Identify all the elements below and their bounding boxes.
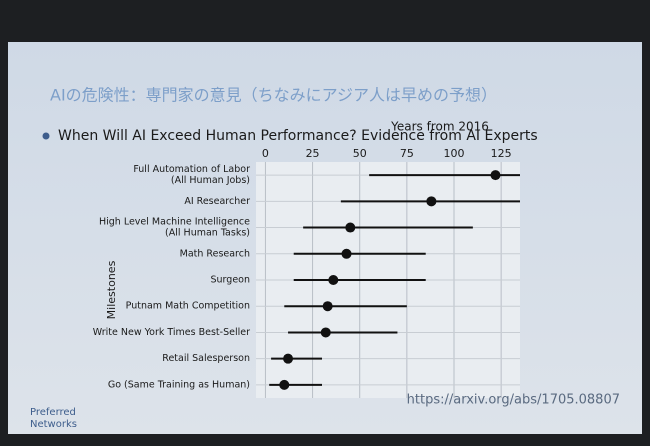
x-tick-label: 125: [491, 147, 512, 160]
logo-line: Preferred: [30, 407, 76, 418]
bullet-dot: [42, 132, 50, 140]
y-tick-label: AI Researcher: [184, 196, 250, 207]
point: [345, 222, 356, 233]
source-link[interactable]: https://arxiv.org/abs/1705.08807: [407, 393, 620, 408]
y-tick-label: (All Human Tasks): [165, 228, 250, 239]
y-axis-title: Milestones: [105, 260, 118, 319]
point: [320, 327, 331, 338]
point: [328, 275, 339, 285]
point: [490, 170, 501, 181]
y-tick-label: Go (Same Training as Human): [108, 379, 250, 390]
point: [322, 301, 333, 312]
logo-line: Networks: [30, 419, 77, 430]
y-tick-label: (All Human Jobs): [171, 175, 250, 186]
y-tick-label: Write New York Times Best-Seller: [93, 327, 250, 338]
point: [283, 353, 294, 364]
point: [426, 196, 437, 207]
bullet-text: When Will AI Exceed Human Performance? E…: [58, 128, 538, 144]
y-tick-label: High Level Machine Intelligence: [99, 217, 250, 228]
y-tick-label: Putnam Math Competition: [126, 301, 250, 312]
point: [279, 379, 290, 390]
x-tick-label: 100: [444, 147, 465, 160]
plot-area: [256, 162, 520, 398]
x-tick-label: 75: [400, 147, 414, 160]
y-tick-label: Full Automation of Labor: [133, 164, 250, 175]
y-tick-label: Surgeon: [211, 275, 251, 286]
slide-title: AIの危険性：専門家の意見（ちなみにアジア人は早めの予想）: [50, 86, 497, 105]
x-tick-label: 25: [306, 147, 320, 160]
y-tick-label: Math Research: [180, 248, 250, 259]
x-tick-label: 50: [353, 147, 367, 160]
x-tick-label: 0: [262, 147, 269, 160]
y-tick-label: Retail Salesperson: [162, 353, 250, 364]
x-axis-title: Years from 2016: [390, 120, 489, 134]
point: [341, 248, 352, 259]
